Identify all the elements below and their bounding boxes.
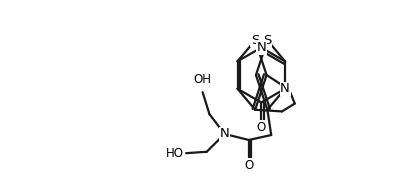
Text: S: S [251,34,259,47]
Text: N: N [220,127,229,140]
Text: HO: HO [166,147,184,160]
Text: O: O [257,121,266,134]
Text: N: N [280,82,290,95]
Text: S: S [263,34,272,47]
Text: OH: OH [194,74,212,87]
Text: N: N [256,41,266,54]
Text: O: O [244,159,253,172]
